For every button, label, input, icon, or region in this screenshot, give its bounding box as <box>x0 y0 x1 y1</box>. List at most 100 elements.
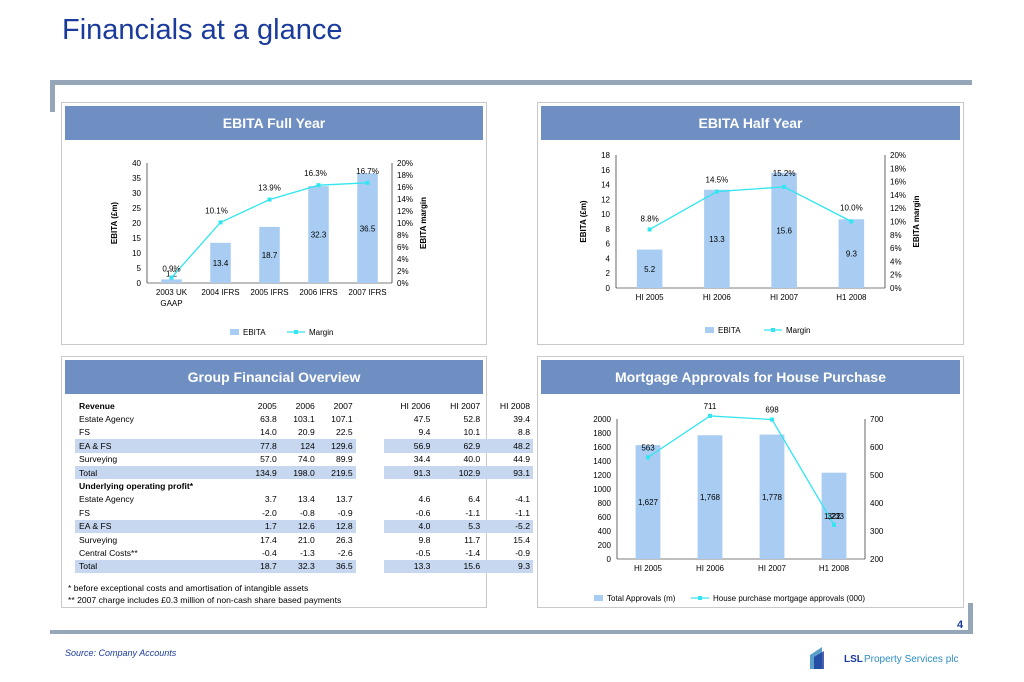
x-tick-label: H1 2008 <box>836 293 867 302</box>
line-point <box>218 220 223 225</box>
legend-label-line: House purchase mortgage approvals (000) <box>713 594 865 603</box>
y2-tick-label: 20% <box>397 159 413 168</box>
y2-tick-label: 4% <box>397 255 409 264</box>
table-row: Central Costs** -0.4 -1.3 -2.6 -0.5 -1.4 -0.9 <box>75 546 533 560</box>
table-cell: 8.8 <box>518 427 530 438</box>
table-cell: 36.5 <box>317 559 356 574</box>
panel-header-ebita-half: EBITA Half Year <box>541 106 960 140</box>
bar <box>704 189 730 288</box>
table-header-cell: 2007 <box>333 400 353 411</box>
note-1: * before exceptional costs and amortisat… <box>68 583 309 593</box>
y2-tick-label: 10% <box>890 218 906 227</box>
table-cell: -1.3 <box>299 547 315 558</box>
table-cell: 22.5 <box>335 427 353 438</box>
table-cell: -2.0 <box>262 507 277 518</box>
legend-swatch-marker <box>294 330 298 334</box>
y-tick-label: 15 <box>132 234 141 243</box>
table-cell: -4.1 <box>515 494 530 505</box>
source-note: Source: Company Accounts <box>65 648 177 658</box>
bar <box>635 445 661 559</box>
table-cell: 63.8 <box>260 414 277 425</box>
margin-line <box>649 186 852 231</box>
table-gap <box>355 546 384 560</box>
line-point <box>849 219 854 224</box>
table-gap <box>355 412 384 426</box>
bar <box>259 226 280 283</box>
svg-text:LSL: LSL <box>844 654 863 665</box>
table-cell: 10.1 <box>463 427 481 438</box>
bar-value-label: 1.2 <box>166 269 178 278</box>
table-cell: 1.7 <box>241 519 280 533</box>
table-cell: -0.4 <box>262 547 277 558</box>
mortgage-approvals-chart: 0 200 400 600 800 1000 1200 1400 1600 1800 2000 200… <box>593 402 884 603</box>
svg-text:Property Services plc: Property Services plc <box>864 654 958 665</box>
table-cell: 74.0 <box>298 454 315 465</box>
table-cell: 17.4 <box>260 534 277 545</box>
table-gap <box>355 519 384 533</box>
table-row: FS 14.0 20.9 22.5 9.4 10.1 8.8 <box>75 425 533 440</box>
y-tick-label: 0 <box>137 279 142 288</box>
line-point <box>770 417 774 422</box>
table-header-cell: HI 2008 <box>499 400 530 411</box>
x-tick-label: 2006 IFRS <box>299 288 337 297</box>
table-cell: 39.4 <box>513 414 530 425</box>
y2-tick-label: 14% <box>890 191 906 200</box>
table-cell: 34.4 <box>413 454 431 465</box>
table-cell: 15.4 <box>513 534 530 545</box>
y-tick-label: 30 <box>132 189 141 198</box>
table-cell: 13.7 <box>335 494 353 505</box>
table-cell: 5.3 <box>433 519 484 533</box>
table-cell: 3.7 <box>264 494 277 505</box>
table-row: Surveying 57.0 74.0 89.9 34.4 40.0 44.9 <box>75 452 533 466</box>
bar <box>697 435 723 559</box>
y-tick-label: 0 <box>606 284 611 293</box>
line-point <box>267 197 272 202</box>
y2-tick-label: 12% <box>890 204 906 213</box>
y-tick-label: 1400 <box>593 457 611 466</box>
table-cell: 91.3 <box>383 465 434 480</box>
table-row-label: Surveying <box>79 534 118 545</box>
table-cell: 77.8 <box>241 439 280 453</box>
table-cell: 20.9 <box>298 427 315 438</box>
table-cell: 12.6 <box>279 519 318 533</box>
line-value-label: 698 <box>765 406 779 415</box>
table-cell: 129.6 <box>317 439 356 453</box>
bar <box>308 186 329 283</box>
table-cell: 57.0 <box>260 454 277 465</box>
x-tick-label: HI 2005 <box>634 564 663 573</box>
table-cell: 11.7 <box>464 534 481 545</box>
y-tick-label: 400 <box>598 527 612 536</box>
x-tick-label: HI 2007 <box>770 293 799 302</box>
legend-swatch-bar <box>705 327 714 333</box>
table-gap <box>356 399 384 412</box>
table-cell: 52.8 <box>463 414 481 425</box>
table-cell: 18.7 <box>241 559 280 574</box>
table-cell: -2.6 <box>337 547 353 558</box>
table-cell: 4.6 <box>418 494 431 505</box>
table-cell: 4.0 <box>383 519 434 533</box>
table-gap <box>355 452 384 466</box>
table-cell: 9.3 <box>483 559 533 574</box>
table-cell: 13.3 <box>383 559 434 574</box>
table-row-label: FS <box>79 427 90 438</box>
table-notes: * before exceptional costs and amortisat… <box>68 583 341 606</box>
line-value-label: 8.8% <box>641 214 659 223</box>
x-tick-label: HI 2006 <box>703 293 732 302</box>
table-row-label: Surveying <box>79 454 118 465</box>
line-value-label: 711 <box>704 402 717 411</box>
table-row-label: Estate Agency <box>79 494 134 505</box>
y2-tick-label: 2% <box>397 267 409 276</box>
table-row: Total 134.9 198.0 219.5 91.3 102.9 93.1 <box>75 465 533 480</box>
table-row-label: Central Costs** <box>79 547 138 558</box>
bar <box>357 173 378 283</box>
bar <box>821 472 847 559</box>
table-cell <box>433 479 483 492</box>
y2-tick-label: 6% <box>890 244 902 253</box>
table-cell: 44.9 <box>513 454 530 465</box>
y2-tick-label: 16% <box>397 183 413 192</box>
legend-swatch-bar <box>230 329 239 335</box>
panel-header-group: Group Financial Overview <box>65 360 483 394</box>
line-point <box>708 413 712 418</box>
panel-header-mortgage: Mortgage Approvals for House Purchase <box>541 360 960 394</box>
